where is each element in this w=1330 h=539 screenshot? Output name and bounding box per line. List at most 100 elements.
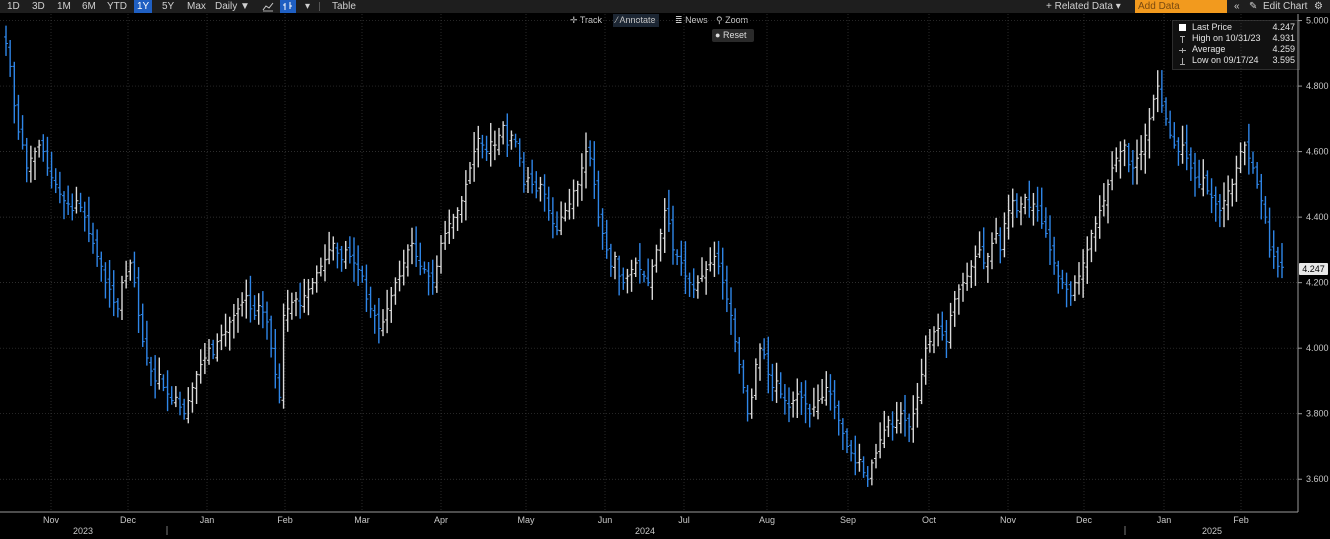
range-button-max[interactable]: Max bbox=[187, 1, 206, 12]
ohlc-bar bbox=[53, 168, 58, 194]
ohlc-bar bbox=[563, 202, 568, 222]
collapse-icon[interactable]: « bbox=[1234, 1, 1240, 12]
ohlc-bar bbox=[128, 259, 133, 281]
gear-icon[interactable]: ⚙ bbox=[1314, 1, 1323, 12]
ohlc-bar bbox=[919, 358, 924, 405]
ohlc-bar bbox=[1110, 151, 1115, 191]
legend-value: 4.247 bbox=[1272, 22, 1295, 32]
ohlc-bar bbox=[492, 130, 497, 161]
range-button-ytd[interactable]: YTD bbox=[107, 1, 127, 12]
ohlc-bar bbox=[803, 380, 808, 424]
ohlc-bar bbox=[621, 267, 626, 290]
x-tick-label: May bbox=[517, 515, 535, 525]
ohlc-bar bbox=[1052, 236, 1057, 275]
y-tick-label: 4.400 bbox=[1306, 212, 1329, 222]
ohlc-bar bbox=[1226, 175, 1231, 221]
ohlc-bar bbox=[948, 302, 953, 349]
range-button-5y[interactable]: 5Y bbox=[162, 1, 175, 12]
ohlc-bar bbox=[745, 384, 750, 422]
ohlc-bar bbox=[1048, 215, 1052, 266]
ohlc-bar bbox=[501, 121, 506, 145]
ohlc-bar bbox=[555, 211, 559, 236]
ohlc-bar bbox=[314, 265, 319, 293]
crosshair-icon: ✛ bbox=[570, 15, 578, 25]
ohlc-bar bbox=[347, 236, 352, 264]
range-button-1y[interactable]: 1Y bbox=[134, 0, 153, 13]
chart-type-chevron-icon[interactable]: ▾ bbox=[305, 1, 311, 12]
ohlc-bar bbox=[654, 244, 659, 273]
legend-label: Low on 09/17/24 bbox=[1192, 55, 1259, 65]
ohlc-bar bbox=[439, 235, 443, 274]
reset-button[interactable]: ● Reset bbox=[712, 29, 754, 42]
x-tick-label: Oct bbox=[922, 515, 937, 525]
ohlc-bar bbox=[434, 255, 439, 293]
ohlc-bar bbox=[430, 259, 435, 295]
frequency-dropdown[interactable]: Daily ▼ bbox=[215, 1, 250, 12]
ohlc-bar bbox=[4, 25, 8, 56]
ohlc-bar bbox=[66, 185, 71, 216]
ohlc-bar bbox=[260, 291, 265, 329]
ohlc-bar bbox=[579, 153, 584, 201]
ohlc-bar bbox=[1280, 243, 1284, 279]
ohlc-bar bbox=[1039, 187, 1044, 229]
edit-chart-button[interactable]: Edit Chart bbox=[1263, 1, 1308, 12]
ohlc-bar bbox=[762, 338, 767, 360]
annotate-tool[interactable]: ⁄ Annotate bbox=[613, 14, 659, 27]
ohlc-bar bbox=[596, 170, 601, 227]
news-tool[interactable]: ≣ News bbox=[672, 14, 711, 27]
range-button-3d[interactable]: 3D bbox=[32, 1, 45, 12]
legend-row-last-price: Last Price 4.247 bbox=[1173, 22, 1299, 33]
ohlc-bar bbox=[1101, 183, 1106, 217]
related-data-button[interactable]: + Related Data ▾ bbox=[1046, 1, 1121, 12]
ohlc-bar bbox=[907, 413, 912, 443]
x-tick-label: Jan bbox=[200, 515, 215, 525]
ohlc-bar bbox=[613, 251, 617, 280]
ohlc-bar bbox=[343, 240, 348, 269]
range-button-1d[interactable]: 1D bbox=[7, 1, 20, 12]
range-button-6m[interactable]: 6M bbox=[82, 1, 96, 12]
average-marker-icon bbox=[1179, 46, 1186, 53]
ohlc-bar bbox=[550, 197, 555, 239]
ohlc-bar bbox=[795, 378, 800, 418]
ohlc-bar bbox=[1205, 170, 1210, 195]
ohlc-bar bbox=[323, 244, 327, 282]
ohlc-bar bbox=[103, 262, 108, 299]
range-button-1m[interactable]: 1M bbox=[57, 1, 71, 12]
ohlc-bar bbox=[521, 152, 526, 193]
ohlc-bar bbox=[787, 387, 791, 423]
news-icon: ≣ bbox=[675, 15, 683, 25]
ohlc-bar bbox=[878, 422, 883, 459]
ohlc-bar bbox=[1027, 180, 1032, 218]
legend-value: 3.595 bbox=[1272, 55, 1295, 65]
ohlc-bar bbox=[956, 284, 961, 315]
ohlc-bar bbox=[671, 205, 675, 265]
ohlc-bar bbox=[1176, 137, 1181, 166]
line-chart-icon[interactable] bbox=[262, 0, 275, 13]
ohlc-bar bbox=[161, 374, 166, 392]
zoom-tool[interactable]: ⚲ Zoom bbox=[713, 14, 751, 27]
ohlc-bar bbox=[418, 242, 423, 276]
ohlc-bar bbox=[1246, 123, 1251, 175]
ohlc-bar bbox=[1064, 272, 1069, 308]
legend-label: High on 10/31/23 bbox=[1192, 33, 1261, 43]
bar-chart-icon[interactable] bbox=[280, 0, 296, 13]
table-button[interactable]: Table bbox=[332, 1, 356, 12]
ohlc-bar bbox=[903, 394, 907, 437]
ohlc-bar bbox=[658, 228, 663, 262]
ohlc-bar bbox=[1263, 196, 1268, 224]
ohlc-bar bbox=[1255, 162, 1260, 189]
ohlc-bar bbox=[285, 289, 290, 332]
ohlc-bar bbox=[37, 139, 42, 158]
ohlc-bar bbox=[952, 290, 957, 327]
add-data-input[interactable]: Add Data bbox=[1135, 0, 1227, 13]
track-tool[interactable]: ✛ Track bbox=[567, 14, 605, 27]
ohlc-bar bbox=[410, 227, 414, 265]
ohlc-bar bbox=[1213, 186, 1218, 222]
ohlc-bar bbox=[231, 303, 236, 339]
ohlc-bar bbox=[874, 443, 878, 469]
ohlc-bar bbox=[331, 236, 336, 261]
ohlc-bar bbox=[302, 278, 307, 313]
ohlc-bar bbox=[894, 401, 899, 434]
ohlc-bar bbox=[774, 362, 779, 403]
